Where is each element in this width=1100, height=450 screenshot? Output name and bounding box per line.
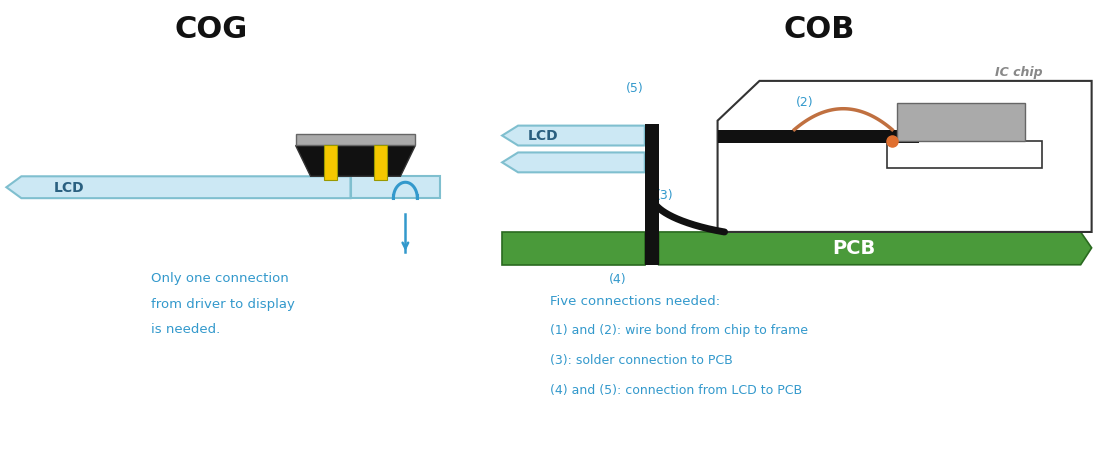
Text: PCB: PCB [833, 239, 876, 258]
Text: (3): solder connection to PCB: (3): solder connection to PCB [550, 354, 733, 367]
Text: Five connections needed:: Five connections needed: [550, 295, 720, 307]
Text: LCD: LCD [53, 181, 84, 195]
Polygon shape [502, 126, 645, 145]
Polygon shape [659, 232, 1091, 265]
Text: COB: COB [783, 15, 855, 44]
Polygon shape [502, 232, 645, 265]
Text: (4) and (5): connection from LCD to PCB: (4) and (5): connection from LCD to PCB [550, 384, 802, 397]
Text: from driver to display: from driver to display [151, 297, 295, 310]
Text: is needed.: is needed. [151, 324, 220, 337]
Bar [324, 145, 337, 180]
Polygon shape [717, 81, 1091, 232]
Text: (1) and (2): wire bond from chip to frame: (1) and (2): wire bond from chip to fram… [550, 324, 808, 338]
Text: (4): (4) [609, 273, 627, 286]
Text: COG: COG [174, 15, 248, 44]
Text: LCD: LCD [528, 129, 559, 143]
Polygon shape [296, 134, 416, 145]
Bar [898, 103, 1025, 140]
Text: (3): (3) [656, 189, 673, 202]
Polygon shape [502, 153, 645, 172]
Polygon shape [7, 176, 351, 198]
Text: (1): (1) [915, 104, 933, 117]
Text: (2): (2) [795, 96, 813, 109]
Bar [717, 130, 920, 143]
Bar [887, 140, 1042, 168]
Bar [645, 124, 659, 265]
Bar [374, 145, 387, 180]
Text: Only one connection: Only one connection [151, 272, 289, 285]
Polygon shape [351, 176, 440, 198]
Polygon shape [296, 145, 416, 176]
Text: (5): (5) [626, 82, 644, 95]
Text: IC chip: IC chip [996, 67, 1043, 80]
